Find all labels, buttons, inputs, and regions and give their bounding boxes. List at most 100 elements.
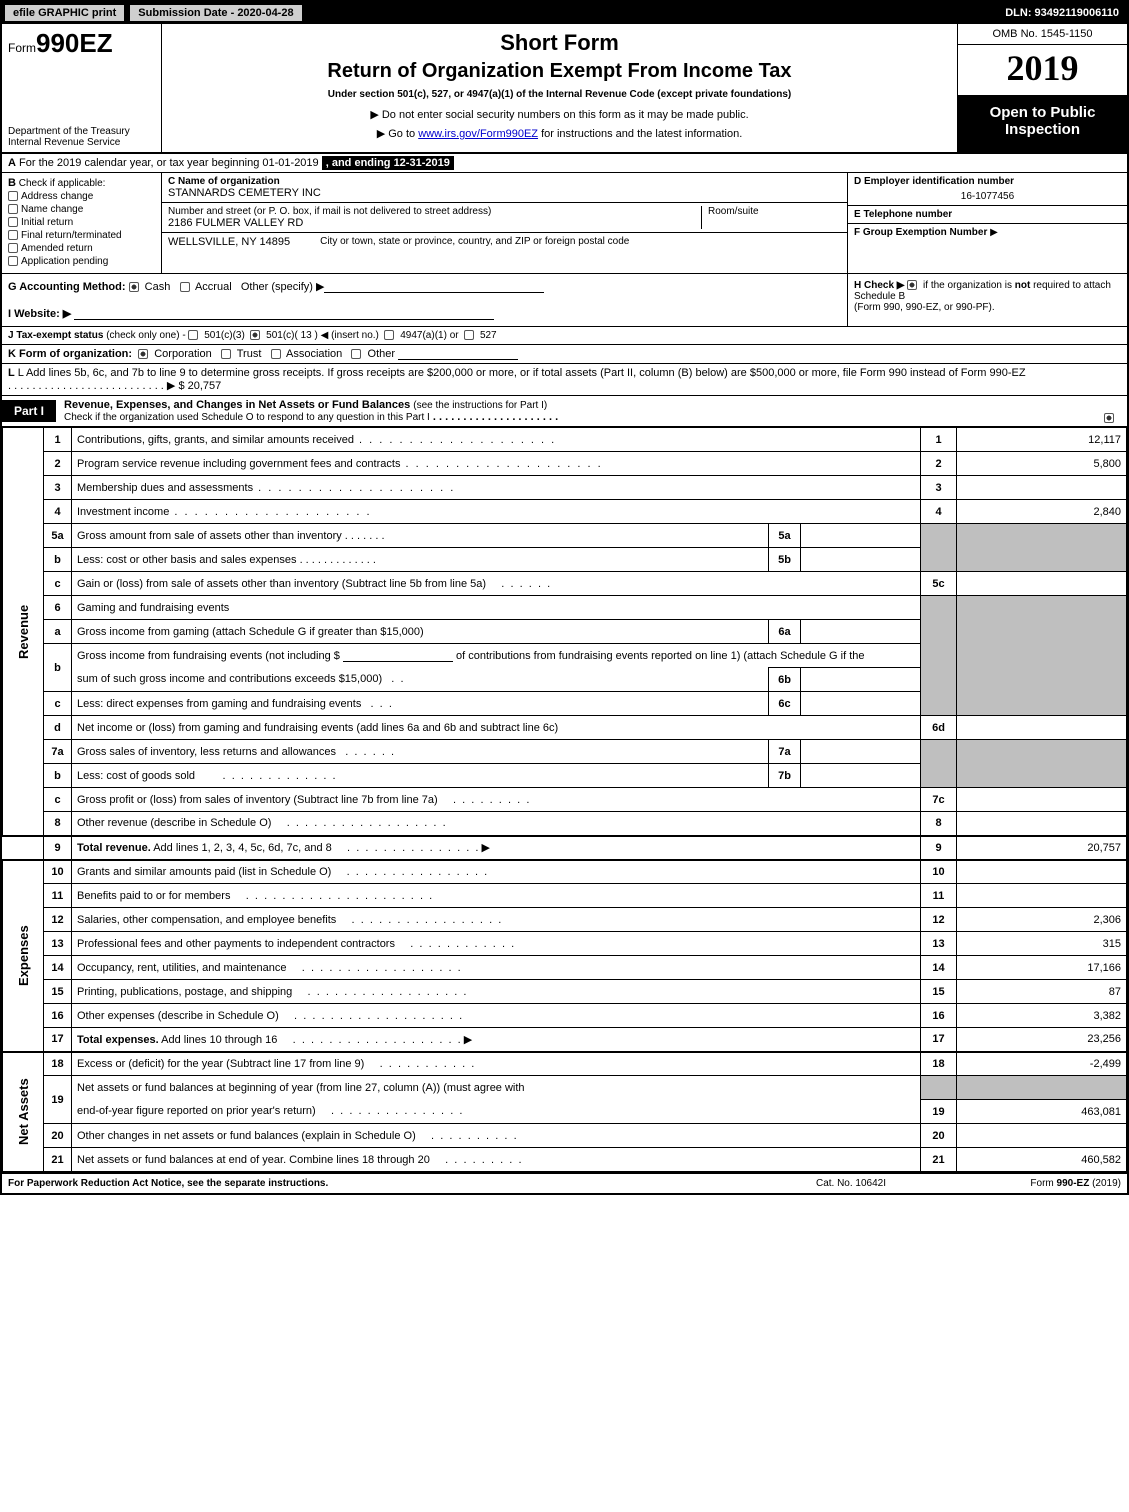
line-18-numcol: 18 xyxy=(921,1052,957,1076)
form-number-big: 990EZ xyxy=(36,28,113,58)
line-20-desc: Other changes in net assets or fund bala… xyxy=(72,1124,921,1148)
ein-value: 16-1077456 xyxy=(854,187,1121,202)
chk-trust[interactable] xyxy=(221,349,231,359)
line-3-numcol: 3 xyxy=(921,476,957,500)
line-1: Revenue 1 Contributions, gifts, grants, … xyxy=(3,428,1127,452)
line-14-num: 14 xyxy=(44,956,72,980)
chk-application-pending[interactable]: Application pending xyxy=(8,256,155,267)
line-19-desc1: Net assets or fund balances at beginning… xyxy=(72,1076,921,1100)
k-label: K Form of organization: xyxy=(8,348,132,360)
line-6a-desc: Gross income from gaming (attach Schedul… xyxy=(72,620,769,644)
chk-accrual[interactable] xyxy=(180,282,190,292)
line-5a: 5a Gross amount from sale of assets othe… xyxy=(3,524,1127,548)
chk-association[interactable] xyxy=(271,349,281,359)
l-amount: $ 20,757 xyxy=(178,380,221,392)
line-19-1: 19 Net assets or fund balances at beginn… xyxy=(3,1076,1127,1100)
dept-line2: Internal Revenue Service xyxy=(8,137,155,148)
part1-schedule-o-checkbox[interactable] xyxy=(1104,413,1114,423)
line-7b-desc: Less: cost of goods sold . . . . . . . .… xyxy=(72,764,769,788)
line-14-desc: Occupancy, rent, utilities, and maintena… xyxy=(72,956,921,980)
chk-amended-return[interactable]: Amended return xyxy=(8,243,155,254)
chk-amended-return-label: Amended return xyxy=(21,243,93,254)
i-label: I Website: ▶ xyxy=(8,308,71,320)
chk-address-change[interactable]: Address change xyxy=(8,191,155,202)
line-7a-num: 7a xyxy=(44,740,72,764)
c-name-cell: C Name of organization STANNARDS CEMETER… xyxy=(162,173,847,203)
line-3: 3 Membership dues and assessments 3 xyxy=(3,476,1127,500)
line-13-desc: Professional fees and other payments to … xyxy=(72,932,921,956)
line-1-amt: 12,117 xyxy=(957,428,1127,452)
line-2-num: 2 xyxy=(44,452,72,476)
chk-final-return[interactable]: Final return/terminated xyxy=(8,230,155,241)
line-6c-desc: Less: direct expenses from gaming and fu… xyxy=(72,692,769,716)
line-1-numcol: 1 xyxy=(921,428,957,452)
row-g: G Accounting Method: Cash Accrual Other … xyxy=(2,274,847,326)
row-j: J Tax-exempt status (check only one) - 5… xyxy=(2,327,1127,345)
line-19-amt: 463,081 xyxy=(957,1100,1127,1124)
chk-other-org[interactable] xyxy=(351,349,361,359)
submission-date-button[interactable]: Submission Date - 2020-04-28 xyxy=(129,4,302,22)
d-ein-label: D Employer identification number xyxy=(854,176,1121,187)
chk-501c3[interactable] xyxy=(188,330,198,340)
org-city: WELLSVILLE, NY 14895 xyxy=(168,236,290,270)
line-16-num: 16 xyxy=(44,1004,72,1028)
line-13-amt: 315 xyxy=(957,932,1127,956)
efile-print-button[interactable]: efile GRAPHIC print xyxy=(4,4,125,22)
line-7a-midnum: 7a xyxy=(769,740,801,764)
b-letter: B xyxy=(8,177,16,189)
chk-initial-return-label: Initial return xyxy=(21,217,73,228)
header-right: OMB No. 1545-1150 2019 Open to Public In… xyxy=(957,24,1127,152)
part1-title: Revenue, Expenses, and Changes in Net As… xyxy=(56,396,1127,426)
c-city-label: City or town, state or province, country… xyxy=(320,236,629,270)
chk-527[interactable] xyxy=(464,330,474,340)
line-3-amt xyxy=(957,476,1127,500)
part1-title-sub: (see the instructions for Part I) xyxy=(413,400,547,411)
chk-schedule-b[interactable] xyxy=(907,280,917,290)
topbar: efile GRAPHIC print Submission Date - 20… xyxy=(2,2,1127,24)
line-6b-desc2: sum of such gross income and contributio… xyxy=(72,668,769,692)
org-address: 2186 FULMER VALLEY RD xyxy=(168,217,701,229)
line-7b-num: b xyxy=(44,764,72,788)
line-6b-num: b xyxy=(44,644,72,692)
line-17: 17 Total expenses. Add lines 10 through … xyxy=(3,1028,1127,1052)
form-prefix: Form xyxy=(8,41,36,55)
chk-cash-label: Cash xyxy=(145,281,171,293)
line-7c-desc: Gross profit or (loss) from sales of inv… xyxy=(72,788,921,812)
line-17-numcol: 17 xyxy=(921,1028,957,1052)
chk-initial-return[interactable]: Initial return xyxy=(8,217,155,228)
line-5c: c Gain or (loss) from sale of assets oth… xyxy=(3,572,1127,596)
chk-name-change[interactable]: Name change xyxy=(8,204,155,215)
line-8-desc: Other revenue (describe in Schedule O) .… xyxy=(72,812,921,836)
line-5b-midamt xyxy=(801,548,921,572)
f-group-label: F Group Exemption Number xyxy=(854,227,987,238)
chk-other-org-label: Other xyxy=(368,348,396,360)
chk-4947[interactable] xyxy=(384,330,394,340)
line-6b-input[interactable] xyxy=(343,650,453,662)
note-goto-pre: Go to xyxy=(388,128,418,140)
part1-header: Part I Revenue, Expenses, and Changes in… xyxy=(2,396,1127,427)
line-7b-midnum: 7b xyxy=(769,764,801,788)
line-2-numcol: 2 xyxy=(921,452,957,476)
part1-title-text: Revenue, Expenses, and Changes in Net As… xyxy=(64,399,413,411)
line-9-num: 9 xyxy=(44,836,72,860)
line-8: 8 Other revenue (describe in Schedule O)… xyxy=(3,812,1127,836)
header-middle: Short Form Return of Organization Exempt… xyxy=(162,24,957,152)
line-2-desc: Program service revenue including govern… xyxy=(72,452,921,476)
line-5c-amt xyxy=(957,572,1127,596)
omb-number: OMB No. 1545-1150 xyxy=(958,24,1127,45)
line-18-num: 18 xyxy=(44,1052,72,1076)
other-org-input[interactable] xyxy=(398,348,518,360)
chk-501c[interactable] xyxy=(250,330,260,340)
irs-link[interactable]: www.irs.gov/Form990EZ xyxy=(418,128,538,140)
line-11: 11 Benefits paid to or for members . . .… xyxy=(3,884,1127,908)
chk-cash[interactable] xyxy=(129,282,139,292)
chk-corporation[interactable] xyxy=(138,349,148,359)
website-input[interactable] xyxy=(74,308,494,320)
line-20: 20 Other changes in net assets or fund b… xyxy=(3,1124,1127,1148)
g-other-input[interactable] xyxy=(324,281,544,293)
line-6b-midamt xyxy=(801,668,921,692)
line-21-amt: 460,582 xyxy=(957,1148,1127,1172)
row-h: H Check ▶ if the organization is not req… xyxy=(847,274,1127,326)
room-suite: Room/suite xyxy=(701,206,841,229)
line-19-2: end-of-year figure reported on prior yea… xyxy=(3,1100,1127,1124)
